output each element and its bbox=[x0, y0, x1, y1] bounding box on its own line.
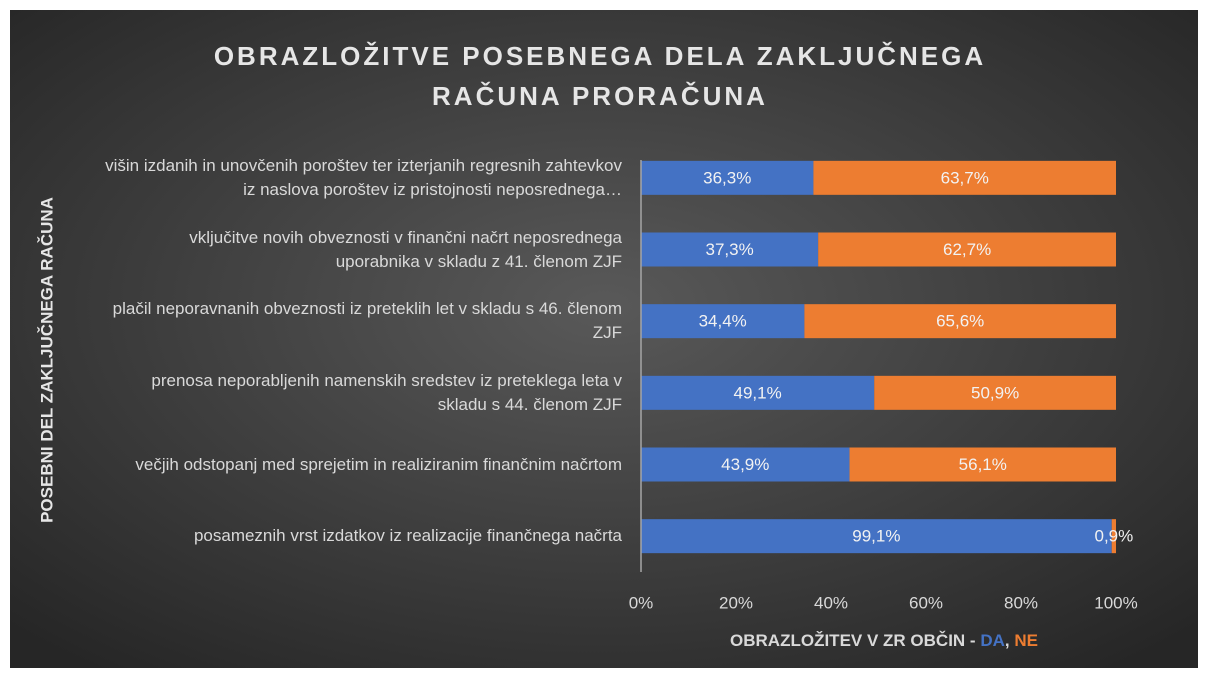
data-label: 50,9% bbox=[971, 383, 1019, 402]
bar-segment bbox=[641, 304, 805, 339]
bar-segment bbox=[818, 232, 1116, 267]
x-tick-label: 80% bbox=[1004, 593, 1038, 612]
data-label: 37,3% bbox=[705, 240, 753, 259]
x-axis-label: OBRAZLOŽITEV V ZR OBČIN - DA, NE bbox=[730, 631, 1038, 650]
bar-segment bbox=[813, 160, 1116, 195]
x-tick-label: 20% bbox=[719, 593, 753, 612]
y-tick-label: plačil neporavnanih obveznosti iz pretek… bbox=[112, 299, 622, 343]
data-label: 56,1% bbox=[959, 455, 1007, 474]
legend-entry: NE bbox=[1014, 631, 1038, 650]
y-tick-label: višin izdanih in unovčenih poroštev ter … bbox=[105, 155, 622, 199]
x-tick-label: 40% bbox=[814, 593, 848, 612]
data-label: 49,1% bbox=[734, 383, 782, 402]
data-label: 0,9% bbox=[1094, 527, 1133, 546]
chart-bg bbox=[10, 10, 1198, 668]
data-label: 36,3% bbox=[703, 168, 751, 187]
x-tick-label: 0% bbox=[629, 593, 654, 612]
bar-segment bbox=[641, 160, 814, 195]
y-tick-label: vključitve novih obveznosti v finančni n… bbox=[189, 227, 622, 271]
x-tick-label: 100% bbox=[1094, 593, 1137, 612]
bar-segment bbox=[1111, 519, 1116, 554]
bar-segment bbox=[641, 519, 1112, 554]
bar-segment bbox=[641, 447, 850, 482]
data-label: 62,7% bbox=[943, 240, 991, 259]
y-tick-label: posameznih vrst izdatkov iz realizacije … bbox=[193, 526, 622, 546]
data-label: 65,6% bbox=[936, 312, 984, 331]
data-label: 43,9% bbox=[721, 455, 769, 474]
bar-segment bbox=[641, 375, 875, 410]
x-tick-label: 60% bbox=[909, 593, 943, 612]
bar-segment bbox=[874, 375, 1116, 410]
chart-title: OBRAZLOŽITVE POSEBNEGA DELA ZAKLJUČNEGA … bbox=[213, 41, 987, 111]
legend-entry: DA bbox=[980, 631, 1005, 650]
data-label: 34,4% bbox=[699, 312, 747, 331]
bar-segment bbox=[641, 232, 819, 267]
y-tick-label: večjih odstopanj med sprejetim in realiz… bbox=[135, 454, 622, 474]
y-axis-label: POSEBNI DEL ZAKLJUČNEGA RAČUNA bbox=[37, 197, 56, 523]
y-tick-label: prenosa neporabljenih namenskih sredstev… bbox=[151, 370, 622, 414]
data-label: 63,7% bbox=[941, 168, 989, 187]
data-label: 99,1% bbox=[852, 527, 900, 546]
bar-segment bbox=[849, 447, 1116, 482]
x-axis-label-text: OBRAZLOŽITEV V ZR OBČIN - bbox=[730, 631, 976, 650]
bar-segment bbox=[804, 304, 1116, 339]
